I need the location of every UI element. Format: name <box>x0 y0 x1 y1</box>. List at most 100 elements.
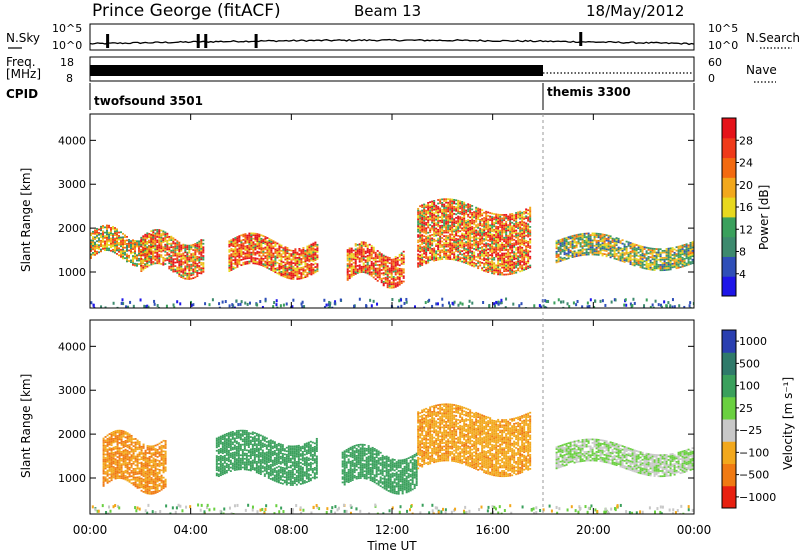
echo-cell <box>680 245 682 247</box>
scatter-cell <box>560 301 562 304</box>
echo-cell <box>292 278 294 280</box>
echo-cell <box>310 268 312 270</box>
echo-cell <box>666 267 668 269</box>
echo-cell <box>580 242 582 244</box>
echo-cell <box>574 252 576 254</box>
echo-cell <box>684 265 686 267</box>
scatter-cell <box>237 303 239 306</box>
echo-cell <box>602 234 604 236</box>
echo-cell <box>477 208 479 210</box>
echo-cell <box>435 257 437 259</box>
echo-cell <box>481 267 483 269</box>
echo-cell <box>469 223 471 225</box>
echo-cell <box>519 262 521 264</box>
echo-cell <box>308 246 310 248</box>
echo-cell <box>105 459 107 461</box>
echo-cell <box>515 272 517 274</box>
echo-cell <box>357 253 359 255</box>
echo-cell <box>433 256 435 258</box>
echo-cell <box>292 266 294 268</box>
echo-cell <box>479 230 481 232</box>
echo-cell <box>244 242 246 244</box>
echo-cell <box>296 264 298 266</box>
echo-cell <box>493 248 495 250</box>
echo-cell <box>674 254 676 256</box>
echo-cell <box>256 247 258 249</box>
echo-cell <box>172 250 174 252</box>
echo-cell <box>403 263 405 265</box>
echo-cell <box>457 203 459 205</box>
echo-cell <box>308 273 310 275</box>
echo-cell <box>435 250 437 252</box>
echo-cell <box>294 271 296 273</box>
echo-cell <box>186 266 188 268</box>
scatter-cell <box>625 304 627 307</box>
echo-cell <box>124 252 126 254</box>
echo-cell <box>284 257 286 259</box>
echo-cell <box>648 256 650 258</box>
echo-cell <box>507 268 509 270</box>
echo-cell <box>123 444 125 446</box>
echo-cell <box>162 248 164 250</box>
echo-cell <box>451 202 453 204</box>
echo-cell <box>594 250 596 252</box>
echo-cell <box>517 222 519 224</box>
echo-cell <box>473 236 475 238</box>
echo-cell <box>439 257 441 259</box>
echo-cell <box>125 463 127 465</box>
echo-cell <box>117 435 119 437</box>
echo-cell <box>347 253 349 255</box>
echo-cell <box>511 257 513 259</box>
echo-cell <box>242 251 244 253</box>
echo-cell <box>616 242 618 244</box>
echo-cell <box>616 253 618 255</box>
echo-cell <box>136 240 138 242</box>
echo-cell <box>162 264 164 266</box>
echo-cell <box>431 206 433 208</box>
echo-cell <box>236 262 238 264</box>
echo-cell <box>479 224 481 226</box>
echo-cell <box>646 263 648 265</box>
echo-cell <box>521 257 523 259</box>
echo-cell <box>421 215 423 217</box>
echo-cell <box>475 238 477 240</box>
echo-cell <box>108 225 110 227</box>
echo-cell <box>529 242 531 244</box>
echo-cell <box>640 247 642 249</box>
echo-cell <box>126 245 128 247</box>
echo-cell <box>387 265 389 267</box>
echo-cell <box>359 259 361 261</box>
echo-cell <box>162 239 164 241</box>
echo-cell <box>176 240 178 242</box>
echo-cell <box>164 254 166 256</box>
echo-cell <box>381 259 383 261</box>
echo-cell <box>441 209 443 211</box>
echo-cell <box>96 246 98 248</box>
echo-cell <box>493 257 495 259</box>
echo-cell <box>602 248 604 250</box>
echo-cell <box>142 237 144 239</box>
echo-cell <box>353 255 355 257</box>
echo-cell <box>630 246 632 248</box>
echo-cell <box>453 238 455 240</box>
echo-cell <box>427 221 429 223</box>
scatter-cell <box>631 304 633 307</box>
echo-cell <box>664 250 666 252</box>
echo-cell <box>184 265 186 267</box>
echo-cell <box>373 270 375 272</box>
echo-cell <box>429 238 431 240</box>
echo-cell <box>109 437 111 439</box>
echo-cell <box>616 248 618 250</box>
scatter-cell <box>391 298 393 301</box>
echo-cell <box>483 258 485 260</box>
echo-cell <box>113 463 115 465</box>
echo-cell <box>274 270 276 272</box>
echo-cell <box>445 225 447 227</box>
echo-cell <box>654 252 656 254</box>
echo-cell <box>525 228 527 230</box>
echo-cell <box>94 252 96 254</box>
echo-cell <box>375 255 377 257</box>
echo-cell <box>144 239 146 241</box>
echo-cell <box>505 263 507 265</box>
echo-cell <box>110 246 112 248</box>
